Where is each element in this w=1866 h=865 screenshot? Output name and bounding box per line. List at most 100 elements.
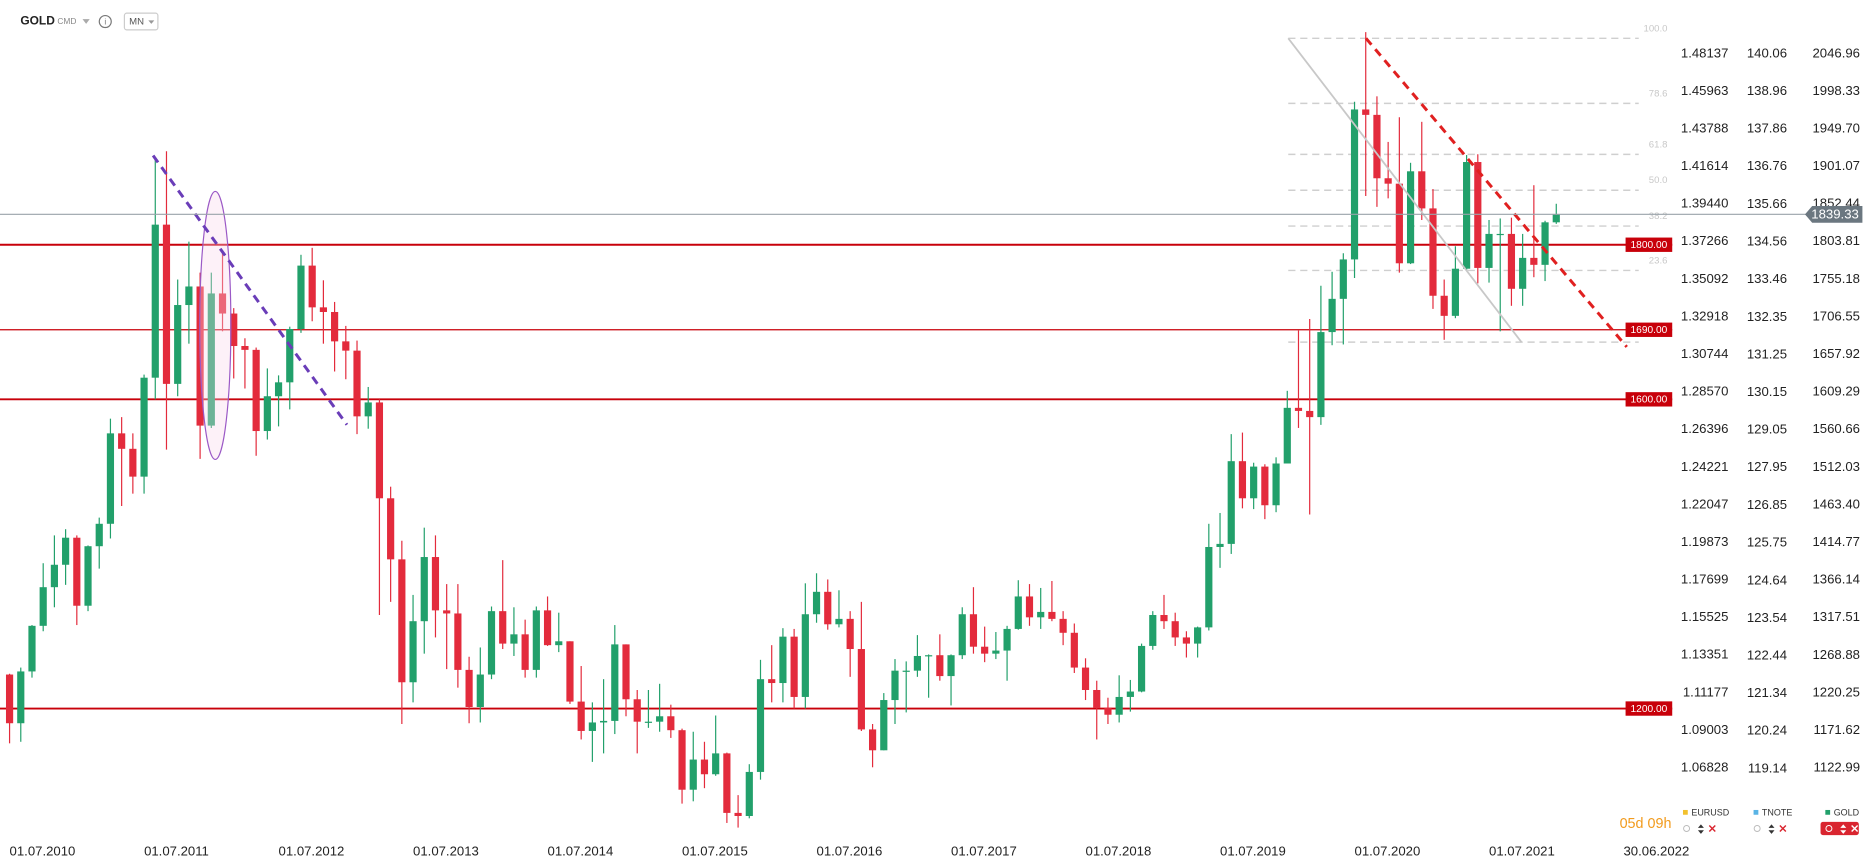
level-label: 1690.00 — [1631, 325, 1668, 336]
fib-label: 23.6 — [1649, 255, 1668, 266]
candle-body — [499, 611, 507, 644]
y-tick-label: 1.17699 — [1681, 572, 1729, 587]
candle-body — [230, 313, 238, 347]
reorder-icon[interactable] — [1697, 824, 1704, 834]
candle-body — [1530, 257, 1538, 265]
candle-body — [543, 610, 552, 646]
candle-body — [5, 674, 14, 724]
interval-box[interactable] — [123, 12, 159, 31]
y-tick-label: 1901.07 — [1813, 158, 1861, 173]
y-tick-label: 1.26396 — [1681, 421, 1729, 436]
level-tag — [1625, 392, 1673, 407]
trend-line — [1287, 37, 1523, 343]
remove-icon[interactable] — [1708, 825, 1716, 833]
y-tick-label: 126.85 — [1747, 497, 1787, 512]
candle-body — [656, 716, 664, 722]
candle-body — [50, 564, 58, 588]
y-tick-label: 1.15525 — [1681, 609, 1729, 624]
y-tick-label: 131.25 — [1747, 346, 1787, 361]
candle-body — [73, 537, 81, 606]
candle-body — [1541, 222, 1549, 265]
candle-body — [812, 591, 821, 615]
candle-body — [387, 498, 395, 560]
candle-body — [454, 613, 462, 670]
legend-label: GOLD — [1834, 807, 1860, 817]
candle-body — [1160, 615, 1168, 622]
y-tick-label: 1609.29 — [1813, 384, 1861, 399]
y-tick-label: 1.43788 — [1681, 120, 1729, 135]
drawings — [151, 37, 1628, 461]
candle-body — [476, 674, 484, 707]
y-tick-label: 120.24 — [1747, 723, 1787, 738]
candle-body — [801, 614, 809, 697]
countdown: 05d 09h — [1620, 816, 1672, 832]
y-tick-label: 1.45963 — [1681, 83, 1729, 98]
candle-body — [1429, 208, 1437, 296]
legend-label: EURUSD — [1691, 807, 1729, 817]
y-tick-label: 1366.14 — [1813, 572, 1861, 587]
candle-body — [319, 307, 327, 312]
candle-body — [1519, 257, 1527, 289]
candle-body — [297, 265, 305, 329]
candle-body — [700, 759, 709, 775]
candle-body — [1395, 183, 1403, 264]
candle-body — [667, 716, 675, 731]
y-tick-label: 140.06 — [1747, 45, 1787, 60]
candle-body — [925, 655, 933, 657]
x-tick-label: 01.07.2017 — [951, 843, 1017, 858]
candle-body — [1115, 696, 1123, 715]
symbol: GOLD — [20, 14, 55, 28]
remove-icon[interactable] — [1851, 825, 1859, 833]
y-tick-label: 132.35 — [1747, 309, 1787, 324]
y-tick-label: 1.13351 — [1681, 647, 1729, 662]
reorder-icon[interactable] — [1768, 824, 1775, 834]
candle-body — [1104, 707, 1112, 715]
candle-body — [1552, 214, 1560, 223]
y-tick-label: 119.14 — [1748, 760, 1787, 775]
info-icon[interactable] — [98, 14, 112, 29]
candle-body — [577, 701, 585, 731]
visibility-icon[interactable] — [1753, 825, 1761, 832]
y-tick-label: 1.28570 — [1681, 384, 1729, 399]
candle-body — [62, 537, 70, 565]
x-tick-label: 01.07.2014 — [548, 843, 614, 858]
remove-icon[interactable] — [1779, 825, 1787, 833]
x-tick-label: 01.07.2019 — [1220, 843, 1286, 858]
interval: MN — [129, 17, 144, 28]
y-tick-label: 1706.55 — [1813, 308, 1861, 323]
visibility-icon[interactable] — [1825, 825, 1833, 832]
y-tick-label: 137.86 — [1747, 121, 1787, 136]
y-tick-label: 1317.51 — [1813, 609, 1861, 624]
candle-body — [768, 679, 776, 684]
reorder-icon[interactable] — [1840, 824, 1847, 834]
candle-body — [1440, 295, 1448, 316]
visibility-icon[interactable] — [1683, 825, 1691, 832]
last-price-label: 1839.33 — [1811, 206, 1859, 221]
last-price-tag — [1804, 205, 1863, 223]
dropdown-icon[interactable] — [82, 19, 90, 24]
axis: 2046.961998.331949.701901.071852.441803.… — [0, 45, 1863, 858]
candle-body — [1350, 109, 1359, 260]
candle-body — [409, 621, 417, 683]
candle-body — [1205, 546, 1213, 628]
fib-label: 61.8 — [1649, 139, 1668, 150]
candle-body — [95, 523, 103, 547]
trend-line — [1364, 37, 1628, 348]
y-tick-label: 1.30744 — [1681, 346, 1729, 361]
y-tick-label: 135.66 — [1747, 196, 1787, 211]
candle-body — [790, 636, 798, 697]
candle-body — [1070, 632, 1078, 668]
y-tick-label: 136.76 — [1747, 158, 1787, 173]
y-tick-label: 1.39440 — [1681, 196, 1729, 211]
y-tick-label: 1.09003 — [1681, 722, 1729, 737]
candle-body — [140, 377, 148, 477]
candle-body — [1272, 463, 1280, 506]
candle-body — [1418, 171, 1426, 209]
candle-body — [1306, 410, 1314, 418]
y-tick-label: 123.54 — [1747, 610, 1787, 625]
candle-body — [1238, 461, 1247, 499]
candle-body — [969, 614, 978, 647]
candle-body — [274, 382, 283, 397]
y-tick-label: 125.75 — [1747, 534, 1787, 549]
